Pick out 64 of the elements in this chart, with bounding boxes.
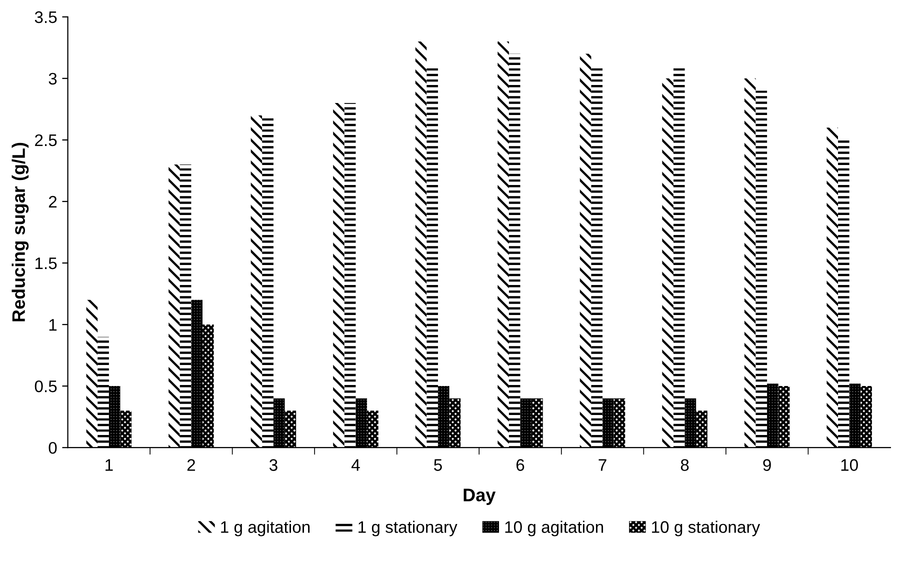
bar <box>744 78 756 448</box>
y-tick-label: 2.5 <box>35 134 57 146</box>
bar <box>367 410 378 448</box>
bar <box>778 386 790 448</box>
bar <box>849 384 861 448</box>
bar <box>191 300 203 448</box>
bar <box>415 42 427 448</box>
bar <box>356 398 368 448</box>
bar <box>614 398 626 448</box>
bar <box>449 398 461 448</box>
bar <box>262 115 274 448</box>
bar <box>580 54 592 448</box>
bar <box>250 115 262 448</box>
legend-label: 1 g agitation <box>221 520 310 536</box>
y-axis-title: Reducing sugar (g/L) <box>12 142 29 322</box>
legend-label: 10 g agitation <box>505 520 604 536</box>
x-tick-label: 5 <box>434 459 442 471</box>
x-tick-label: 9 <box>763 459 771 471</box>
x-tick-label: 2 <box>187 459 195 471</box>
y-tick-label: 2 <box>48 196 57 208</box>
bar <box>684 398 696 448</box>
bar <box>98 336 109 448</box>
bar <box>168 164 180 448</box>
bar <box>202 324 214 448</box>
bar <box>673 66 685 448</box>
bar <box>602 398 614 448</box>
bar <box>108 386 120 448</box>
x-tick-label: 1 <box>106 459 113 471</box>
y-tick-label: 1 <box>49 319 57 331</box>
legend-label: 10 g stationary <box>652 520 760 536</box>
bar <box>284 410 296 448</box>
bar <box>696 410 708 448</box>
bar <box>344 103 356 448</box>
y-tick-label: 0 <box>48 442 57 454</box>
bar <box>767 384 778 448</box>
bar <box>180 164 192 448</box>
bar <box>120 410 132 448</box>
bar <box>508 54 520 448</box>
bar <box>426 66 438 448</box>
bar <box>532 398 543 448</box>
bar <box>86 300 98 448</box>
x-tick-label: 7 <box>598 459 606 471</box>
bar <box>826 128 838 448</box>
x-tick-label: 3 <box>269 459 278 471</box>
bar <box>438 386 450 448</box>
bar <box>333 103 344 448</box>
y-tick-label: 3.5 <box>34 11 57 24</box>
bar <box>662 78 674 448</box>
bar <box>756 90 768 448</box>
bar <box>838 140 850 448</box>
bar <box>273 398 285 448</box>
x-axis-title: Day <box>464 488 496 505</box>
y-tick-label: 1.5 <box>35 258 57 270</box>
x-tick-label: 6 <box>516 459 524 471</box>
x-tick-label: 8 <box>680 459 689 471</box>
x-tick-label: 10 <box>841 459 858 471</box>
y-tick-label: 0.5 <box>34 380 57 392</box>
bar <box>860 386 872 448</box>
bar <box>498 42 509 448</box>
y-tick-label: 3 <box>48 72 57 85</box>
legend-label: 1 g stationary <box>358 520 458 536</box>
x-tick-label: 4 <box>351 459 360 471</box>
bar <box>591 66 603 448</box>
bar <box>520 398 532 448</box>
